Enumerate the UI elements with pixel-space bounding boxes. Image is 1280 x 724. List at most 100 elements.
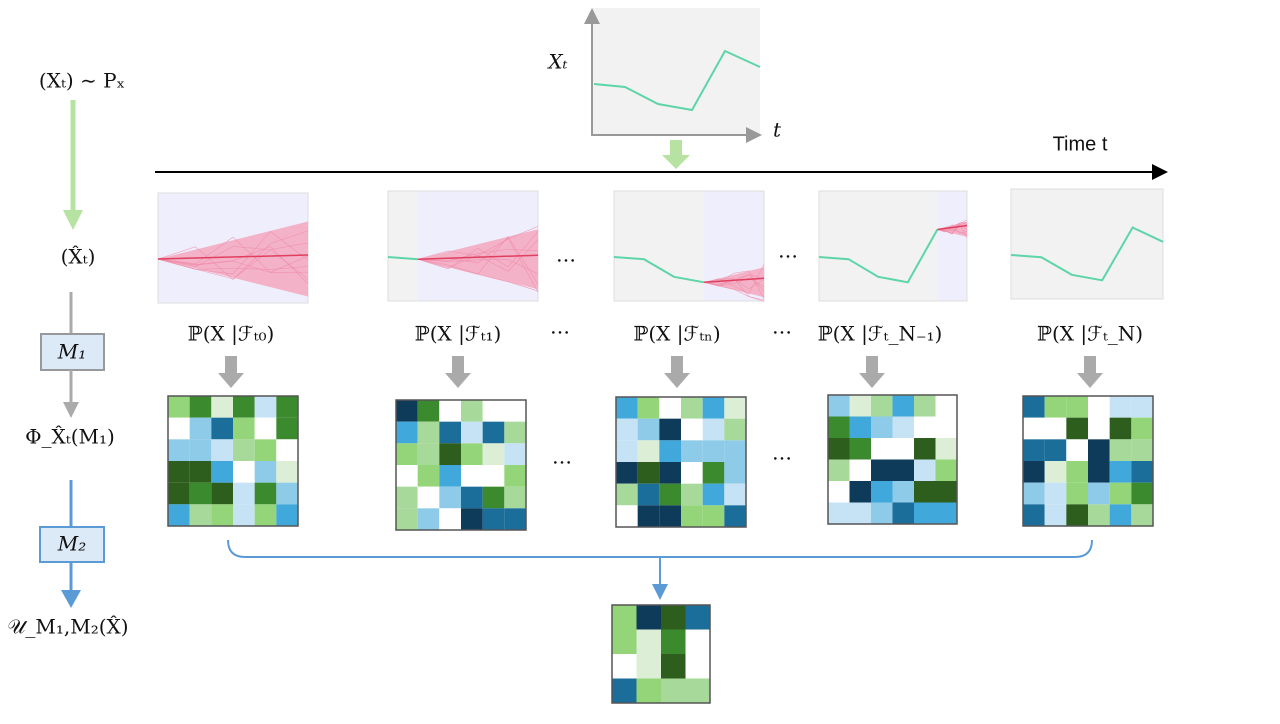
heatmap-cell (233, 439, 255, 461)
heatmap-cell (637, 483, 660, 506)
heatmap-cell (1044, 439, 1067, 461)
heatmap-cell (439, 443, 461, 465)
heatmap-cell (828, 395, 850, 417)
heatmap-cell (211, 396, 233, 418)
heatmap-cell (211, 482, 233, 505)
forecast-band (158, 221, 308, 297)
heatmap-cell (612, 678, 637, 703)
heatmap-cell (461, 465, 483, 487)
heatmap-cell (828, 416, 850, 438)
observed-path (387, 256, 419, 261)
heatmap-cell (254, 461, 277, 483)
heatmap-cell (276, 439, 298, 461)
estimate-label: (X̂ₜ) (61, 245, 96, 269)
heatmap-cell (211, 439, 233, 461)
arrow-head (63, 402, 79, 418)
sample-path (417, 258, 539, 292)
heatmap-cell (189, 482, 212, 505)
heatmap-cell (661, 654, 686, 679)
heatmap-cell (504, 443, 526, 465)
heatmap-cell (254, 504, 277, 526)
heatmap-cell (1109, 504, 1132, 526)
heatmap-cell (1109, 396, 1132, 418)
heatmap-cell (1023, 482, 1045, 505)
heatmap-cell (616, 483, 638, 506)
heatmap-cell (616, 440, 638, 462)
heatmap-cell (828, 481, 850, 503)
heatmap-cell (637, 462, 660, 484)
heatmap-cell (482, 443, 505, 465)
heatmap-cell (914, 438, 936, 460)
sample-path (157, 246, 309, 284)
heatmap-cell (417, 421, 440, 444)
heatmap-cell (935, 438, 957, 460)
heatmap-cell (396, 443, 418, 465)
sample-path (157, 258, 309, 273)
heatmap-border (827, 394, 958, 525)
heatmap-cell (702, 505, 725, 527)
panel-border (613, 190, 765, 302)
heatmap-cell (1109, 417, 1132, 440)
heatmap-cell (396, 421, 418, 444)
step-label: ℙ(X |ℱₜ₀) (188, 322, 275, 347)
heatmap-cell (504, 421, 526, 444)
heatmap-cell (276, 417, 298, 440)
heatmap-cell (681, 440, 703, 462)
observed-path (1010, 226, 1164, 282)
heatmap-cell (849, 416, 871, 438)
heatmap-cell (1109, 439, 1132, 461)
heatmap-cell (1109, 482, 1132, 505)
median-path (417, 254, 539, 260)
heatmap-cell (254, 439, 277, 461)
heatmap-cell (1088, 396, 1110, 418)
heatmap-cell (612, 654, 637, 679)
heatmap-cell (914, 459, 936, 481)
heatmap-cell (724, 397, 746, 419)
sample-path (417, 258, 539, 275)
heatmap-cell (189, 504, 212, 526)
heatmap-cell (681, 505, 703, 527)
panel-future (937, 191, 967, 301)
u-label: 𝒰_M₁,M₂(X̂) (7, 615, 128, 639)
observed-path (613, 256, 705, 284)
heatmap-cell (935, 416, 957, 438)
heatmap-cell (396, 486, 418, 509)
heatmap-cell (417, 400, 440, 422)
heatmap-cell (724, 462, 746, 484)
heatmap-cell (871, 438, 893, 460)
heatmap-border (611, 604, 711, 704)
y-axis-label: Xₜ (546, 50, 567, 74)
heatmap-cell (233, 482, 255, 505)
arrow-head (218, 373, 244, 388)
process-label: (Xₜ) ∼ Pₓ (39, 69, 125, 93)
heatmap-cell (892, 459, 914, 481)
heatmap-cell (849, 502, 871, 524)
ellipsis: … (778, 239, 798, 263)
heatmap-cell (892, 416, 914, 438)
ellipsis: … (772, 315, 792, 339)
heatmap-cell (396, 400, 418, 422)
heatmap-cell (233, 504, 255, 526)
step-label: ℙ(X |ℱₜ_N₋₁) (818, 322, 943, 347)
heatmap-cell (396, 465, 418, 487)
heatmap-cell (659, 397, 681, 419)
heatmap-cell (1131, 482, 1153, 505)
arrow (866, 356, 878, 374)
sample-path (417, 248, 539, 262)
arrow-head (63, 210, 83, 230)
phi-label: Φ_X̂ₜ(M₁) (25, 425, 115, 449)
heatmap-cell (189, 439, 212, 461)
sample-path (157, 230, 309, 280)
heatmap-cell (659, 440, 681, 462)
heatmap-cell (1066, 417, 1088, 440)
arrow-head (664, 373, 690, 388)
heatmap-cell (659, 418, 681, 441)
heatmap-cell (461, 421, 483, 444)
heatmap-cell (871, 502, 893, 524)
heatmap-cell (637, 397, 660, 419)
heatmap-cell (681, 418, 703, 441)
heatmap-cell (1088, 461, 1110, 483)
sample-path (703, 278, 765, 302)
panel-past (1011, 189, 1163, 299)
